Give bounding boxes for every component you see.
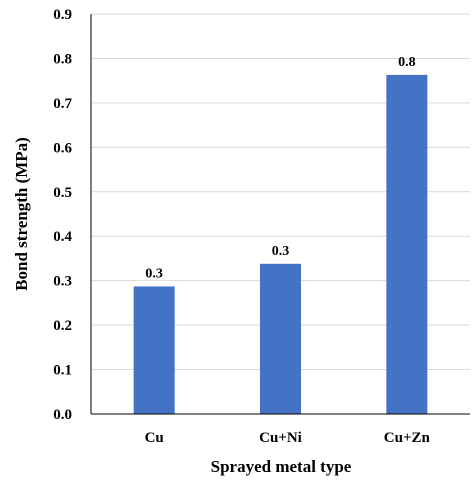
y-tick-label: 0.1 (53, 363, 72, 379)
data-label: 0.3 (272, 244, 290, 259)
x-tick-label: Cu+Ni (259, 430, 302, 446)
x-tick-label: Cu+Zn (384, 430, 431, 446)
bar (260, 263, 301, 414)
y-axis-title: Bond strength (MPa) (12, 137, 31, 291)
y-tick-label: 0.4 (53, 229, 72, 245)
bar (133, 286, 175, 414)
y-tick-labels: 0.0 0.1 0.2 0.3 0.4 0.5 0.6 0.7 0.8 0.9 (53, 7, 72, 423)
y-tick-label: 0.0 (53, 407, 72, 423)
bar (386, 74, 428, 414)
y-tick-label: 0.9 (53, 7, 72, 23)
y-tick-label: 0.3 (53, 274, 72, 290)
x-tick-label: Cu (145, 430, 164, 446)
data-labels: 0.3 0.3 0.8 (145, 55, 415, 282)
y-tick-label: 0.7 (53, 96, 72, 112)
y-tick-label: 0.5 (53, 185, 72, 201)
y-tick-label: 0.2 (53, 318, 72, 334)
x-axis-title: Sprayed metal type (211, 457, 352, 476)
data-label: 0.8 (398, 55, 416, 70)
y-tick-label: 0.6 (53, 140, 72, 156)
axes (90, 14, 470, 415)
x-tick-labels: Cu Cu+Ni Cu+Zn (145, 430, 431, 446)
data-label: 0.3 (145, 266, 163, 281)
y-tick-label: 0.8 (53, 51, 72, 67)
bars (133, 74, 428, 414)
